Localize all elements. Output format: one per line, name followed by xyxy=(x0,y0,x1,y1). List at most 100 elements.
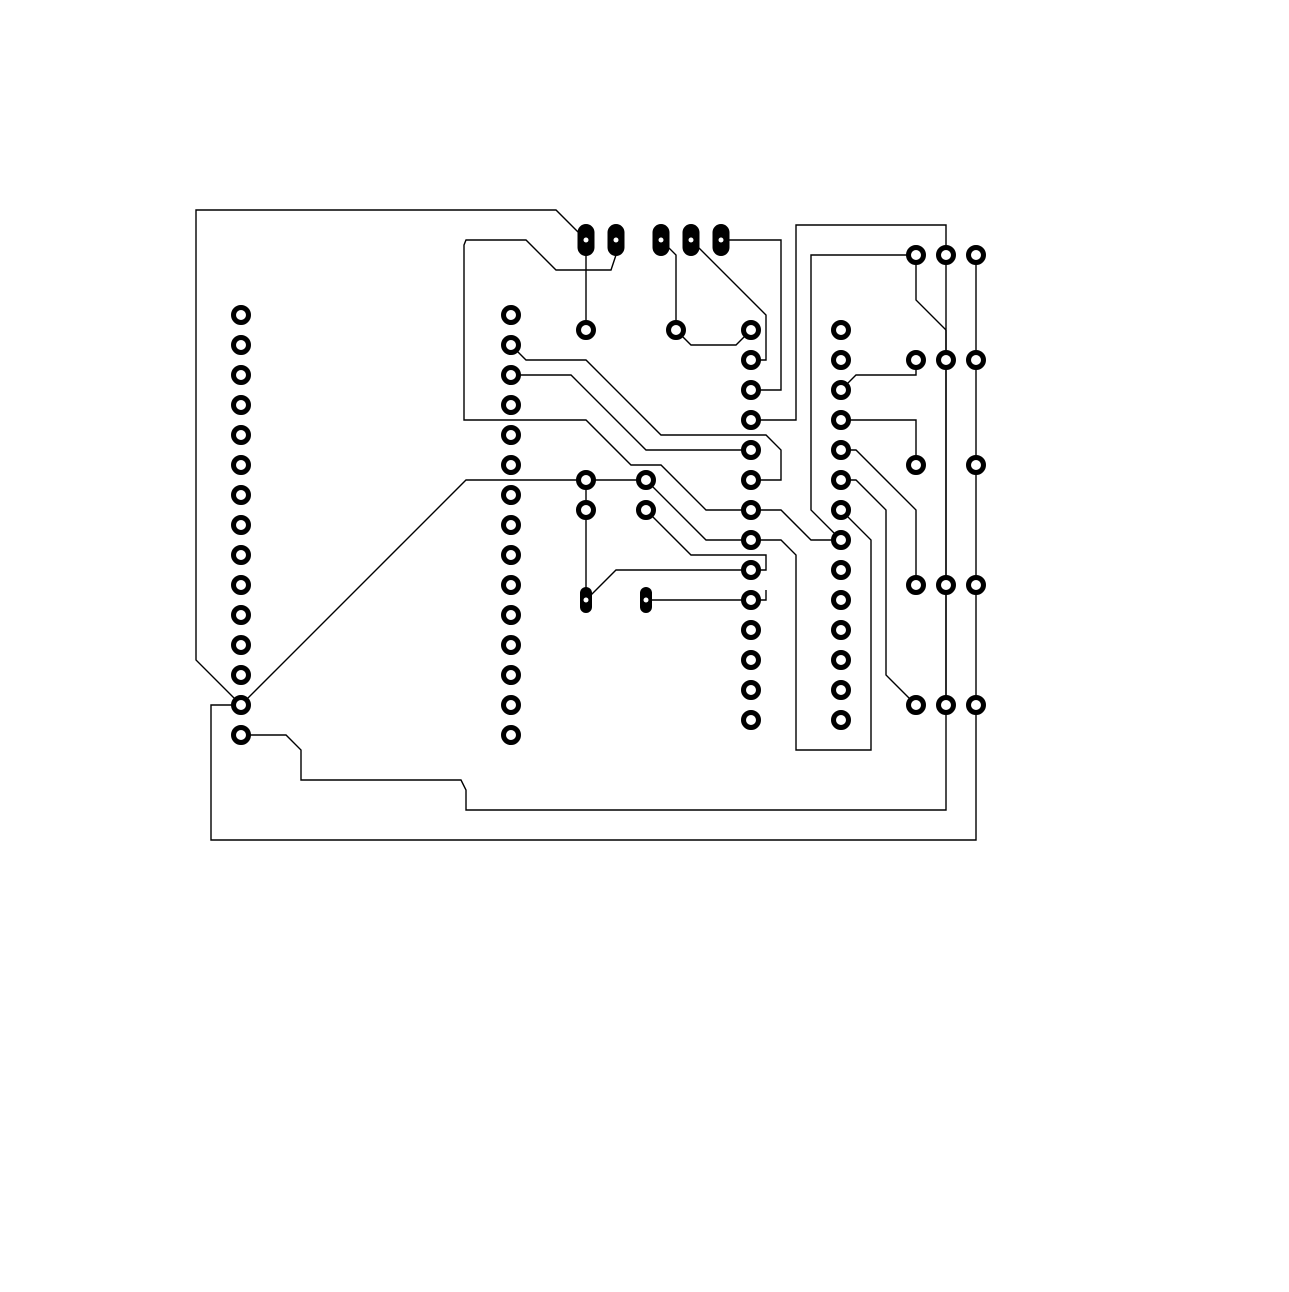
round-pads-layer xyxy=(231,245,986,745)
round-pad xyxy=(831,620,851,640)
round-pad xyxy=(741,500,761,520)
round-pad xyxy=(231,515,251,535)
round-pad xyxy=(231,665,251,685)
trace xyxy=(721,239,782,391)
round-pad xyxy=(501,635,521,655)
round-pad xyxy=(741,560,761,580)
oval-pad xyxy=(577,224,595,256)
round-pad xyxy=(231,725,251,745)
oval-pad xyxy=(682,224,700,256)
trace xyxy=(675,329,752,346)
oval-pad xyxy=(640,587,652,613)
drill-hole xyxy=(613,237,619,243)
trace xyxy=(585,569,751,601)
trace xyxy=(841,419,917,465)
round-pad xyxy=(741,410,761,430)
drill-hole xyxy=(658,237,664,243)
round-pad xyxy=(831,320,851,340)
round-pad xyxy=(906,455,926,475)
round-pad xyxy=(501,695,521,715)
round-pad xyxy=(831,680,851,700)
round-pad xyxy=(831,410,851,430)
round-pad xyxy=(936,695,956,715)
round-pad xyxy=(936,350,956,370)
round-pad xyxy=(231,545,251,565)
traces-layer xyxy=(195,209,977,841)
round-pad xyxy=(501,575,521,595)
round-pad xyxy=(576,500,596,520)
round-pad xyxy=(831,350,851,370)
round-pad xyxy=(741,380,761,400)
round-pad xyxy=(906,695,926,715)
trace xyxy=(195,209,587,706)
round-pad xyxy=(831,440,851,460)
round-pad xyxy=(231,335,251,355)
trace xyxy=(210,255,977,841)
round-pad xyxy=(831,380,851,400)
oval-pads-layer xyxy=(577,224,730,613)
oval-pad xyxy=(652,224,670,256)
round-pad xyxy=(741,470,761,490)
trace xyxy=(751,509,841,541)
trace xyxy=(751,224,947,421)
round-pad xyxy=(576,320,596,340)
trace xyxy=(510,344,782,481)
round-pad xyxy=(966,350,986,370)
round-pad xyxy=(231,605,251,625)
round-pad xyxy=(831,470,851,490)
round-pad xyxy=(831,650,851,670)
round-pad xyxy=(231,575,251,595)
trace xyxy=(751,509,872,751)
round-pad xyxy=(231,485,251,505)
round-pad xyxy=(906,350,926,370)
round-pad xyxy=(501,515,521,535)
oval-pad xyxy=(607,224,625,256)
round-pad xyxy=(636,470,656,490)
round-pad xyxy=(636,500,656,520)
round-pad xyxy=(501,395,521,415)
trace xyxy=(810,254,916,541)
trace xyxy=(241,255,947,811)
round-pad xyxy=(936,575,956,595)
round-pad xyxy=(576,470,596,490)
round-pad xyxy=(741,590,761,610)
drill-hole xyxy=(583,237,589,243)
drill-hole xyxy=(688,237,694,243)
drill-hole xyxy=(583,597,589,603)
round-pad xyxy=(231,395,251,415)
trace xyxy=(646,590,767,601)
round-pad xyxy=(831,710,851,730)
round-pad xyxy=(831,560,851,580)
drill-hole xyxy=(718,237,724,243)
round-pad xyxy=(966,455,986,475)
round-pad xyxy=(666,320,686,340)
round-pad xyxy=(501,545,521,565)
round-pad xyxy=(501,485,521,505)
round-pad xyxy=(906,575,926,595)
round-pad xyxy=(501,725,521,745)
round-pad xyxy=(741,650,761,670)
round-pad xyxy=(966,695,986,715)
round-pad xyxy=(231,305,251,325)
trace xyxy=(915,255,947,331)
round-pad xyxy=(501,425,521,445)
round-pad xyxy=(741,620,761,640)
round-pad xyxy=(741,530,761,550)
round-pad xyxy=(741,320,761,340)
round-pad xyxy=(831,590,851,610)
round-pad xyxy=(936,245,956,265)
round-pad xyxy=(501,365,521,385)
round-pad xyxy=(906,245,926,265)
round-pad xyxy=(741,680,761,700)
round-pad xyxy=(231,455,251,475)
round-pad xyxy=(501,455,521,475)
round-pad xyxy=(231,635,251,655)
round-pad xyxy=(741,440,761,460)
round-pad xyxy=(831,530,851,550)
round-pad xyxy=(831,500,851,520)
round-pad xyxy=(501,335,521,355)
drill-hole xyxy=(643,597,649,603)
round-pad xyxy=(501,305,521,325)
